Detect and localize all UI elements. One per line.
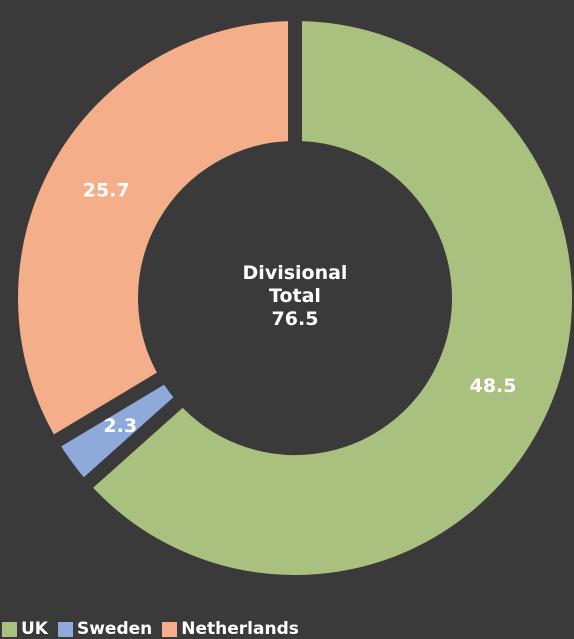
- data-label: 2.3: [103, 415, 137, 437]
- data-label: 48.5: [470, 375, 517, 397]
- slice: [4, 6, 302, 454]
- legend-swatch: [162, 621, 178, 637]
- center-value: 76.5: [271, 308, 319, 330]
- legend-item: Sweden: [57, 619, 153, 639]
- legend-label: Sweden: [76, 619, 153, 639]
- legend-label: UK: [21, 619, 48, 639]
- legend-item: UK: [2, 619, 48, 639]
- slice: [73, 6, 574, 589]
- data-label: 25.7: [83, 180, 130, 202]
- legend-swatch: [57, 621, 73, 637]
- legend: UK Sweden Netherlands: [2, 619, 299, 639]
- legend-item: Netherlands: [162, 619, 299, 639]
- legend-label: Netherlands: [181, 619, 299, 639]
- center-title: Divisional Total: [242, 262, 348, 307]
- center-label: Divisional Total 76.5: [230, 262, 360, 331]
- hole: [152, 155, 438, 441]
- legend-swatch: [2, 621, 17, 637]
